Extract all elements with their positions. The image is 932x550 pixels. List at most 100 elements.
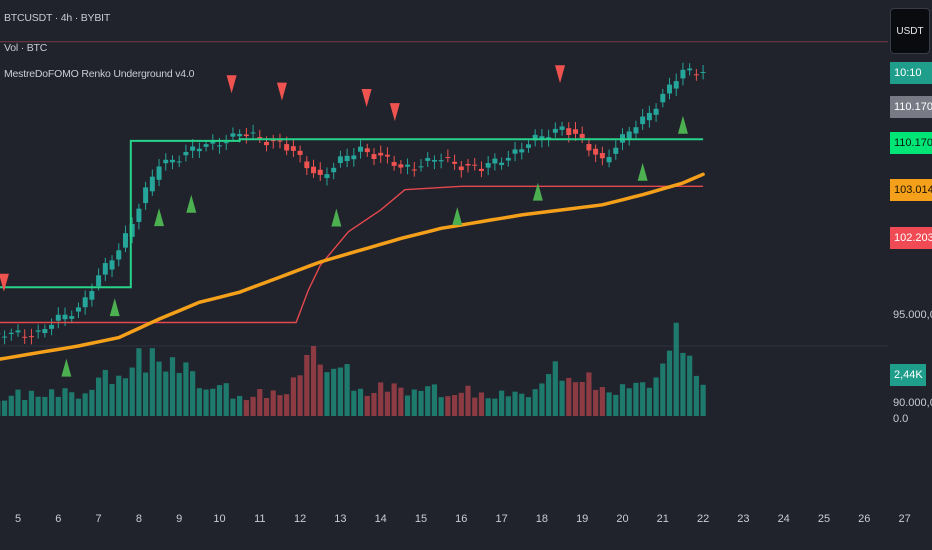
price-axis[interactable]: [888, 0, 932, 550]
date-tick-label: 13: [334, 513, 347, 525]
date-tick-label: 20: [616, 513, 629, 525]
candle-body: [680, 69, 686, 79]
volume-bar: [196, 388, 202, 416]
date-tick-label: 14: [374, 513, 387, 525]
volume-bar: [290, 377, 296, 416]
date-tick-label: 6: [55, 513, 62, 525]
volume-bar: [75, 398, 82, 416]
candle-body: [478, 168, 484, 172]
candle-body: [15, 330, 21, 333]
volume-bar: [8, 395, 14, 416]
sell-signal-arrow: [389, 103, 400, 122]
volume-bar: [404, 395, 411, 416]
candle-body: [653, 108, 659, 115]
volume-bar: [351, 390, 357, 416]
candle-body: [230, 133, 236, 137]
date-tick-label: 23: [737, 513, 750, 525]
volume-bar: [284, 394, 290, 416]
volume-bar: [411, 389, 417, 416]
currency-button[interactable]: USDT: [890, 8, 930, 54]
sell-signal-arrow: [276, 82, 287, 101]
volume-bar: [519, 393, 525, 416]
candle-body: [116, 250, 122, 260]
candle-body: [196, 148, 202, 152]
volume-bar: [499, 390, 505, 416]
volume-bar: [243, 400, 249, 416]
volume-bar: [613, 394, 619, 416]
candle-body: [190, 146, 196, 151]
price-tag-support: 102.203,8: [890, 227, 932, 249]
candle-body: [626, 131, 632, 139]
candle-body: [203, 144, 209, 147]
volume-bar: [15, 389, 21, 416]
volume-bar: [572, 382, 579, 416]
date-tick-label: 22: [696, 513, 710, 525]
volume-bar: [324, 372, 330, 416]
candle-body: [384, 154, 390, 157]
volume-bar: [626, 388, 632, 416]
volume-bar: [136, 348, 142, 416]
volume-bar: [344, 364, 350, 416]
candle-body: [331, 167, 337, 173]
candle-body: [599, 153, 605, 159]
volume-bar: [586, 372, 592, 416]
candle-body: [129, 224, 135, 237]
candle-body: [700, 71, 706, 73]
resistance-line: [0, 138, 704, 289]
volume-bar: [22, 399, 28, 416]
candle-body: [646, 112, 652, 121]
volume-bar: [42, 396, 48, 416]
volume-bar: [418, 390, 424, 416]
candle-body: [445, 157, 451, 159]
candle-body: [317, 169, 323, 175]
candle-body: [391, 162, 397, 166]
candle-body: [109, 260, 115, 270]
volume-bar: [532, 389, 538, 416]
volume-bar: [210, 388, 216, 416]
moving-average-line: [0, 172, 705, 361]
volume-bar: [304, 354, 310, 416]
volume-bar: [371, 392, 377, 416]
volume-bar: [640, 382, 646, 416]
candle-body: [143, 187, 149, 204]
volume-bar: [55, 396, 61, 416]
candle-body: [311, 166, 317, 174]
date-tick-label: 27: [898, 513, 911, 525]
candle-body: [673, 81, 679, 89]
legend-symbol[interactable]: BTCUSDT · 4h · BYBIT: [4, 12, 111, 24]
volume-bar: [485, 398, 491, 416]
date-tick-label: 24: [777, 513, 790, 525]
candle-body: [525, 144, 531, 148]
candle-body: [277, 140, 283, 142]
volume-bar: [62, 388, 68, 416]
legend-indicator[interactable]: MestreDoFOMO Renko Underground v4.0: [4, 68, 195, 80]
candle-body: [431, 159, 437, 162]
candle-body: [559, 126, 565, 130]
candle-body: [593, 148, 599, 155]
candle-body: [693, 74, 699, 76]
volume-bar: [230, 398, 236, 416]
buy-signal-arrow: [677, 115, 688, 134]
volume-bar: [317, 364, 323, 416]
volume-bar: [378, 382, 384, 416]
candle-body: [28, 336, 34, 338]
volume-bar: [257, 389, 263, 416]
volume-bar: [391, 383, 397, 416]
date-tick-label: 19: [576, 513, 589, 525]
buy-signal-arrow: [452, 207, 463, 226]
volume-bar: [673, 322, 679, 416]
candle-body: [539, 136, 545, 141]
volume-bar: [149, 348, 155, 416]
candle-body: [169, 159, 175, 163]
legend-volume[interactable]: Vol · BTC: [4, 42, 48, 54]
candle-body: [465, 164, 471, 166]
candle-body: [572, 129, 578, 134]
candle-body: [418, 166, 424, 168]
candle-body: [237, 133, 243, 137]
volume-bar: [216, 385, 223, 416]
candle-body: [606, 157, 612, 163]
candle-body: [640, 116, 646, 125]
candle-body: [519, 149, 525, 153]
